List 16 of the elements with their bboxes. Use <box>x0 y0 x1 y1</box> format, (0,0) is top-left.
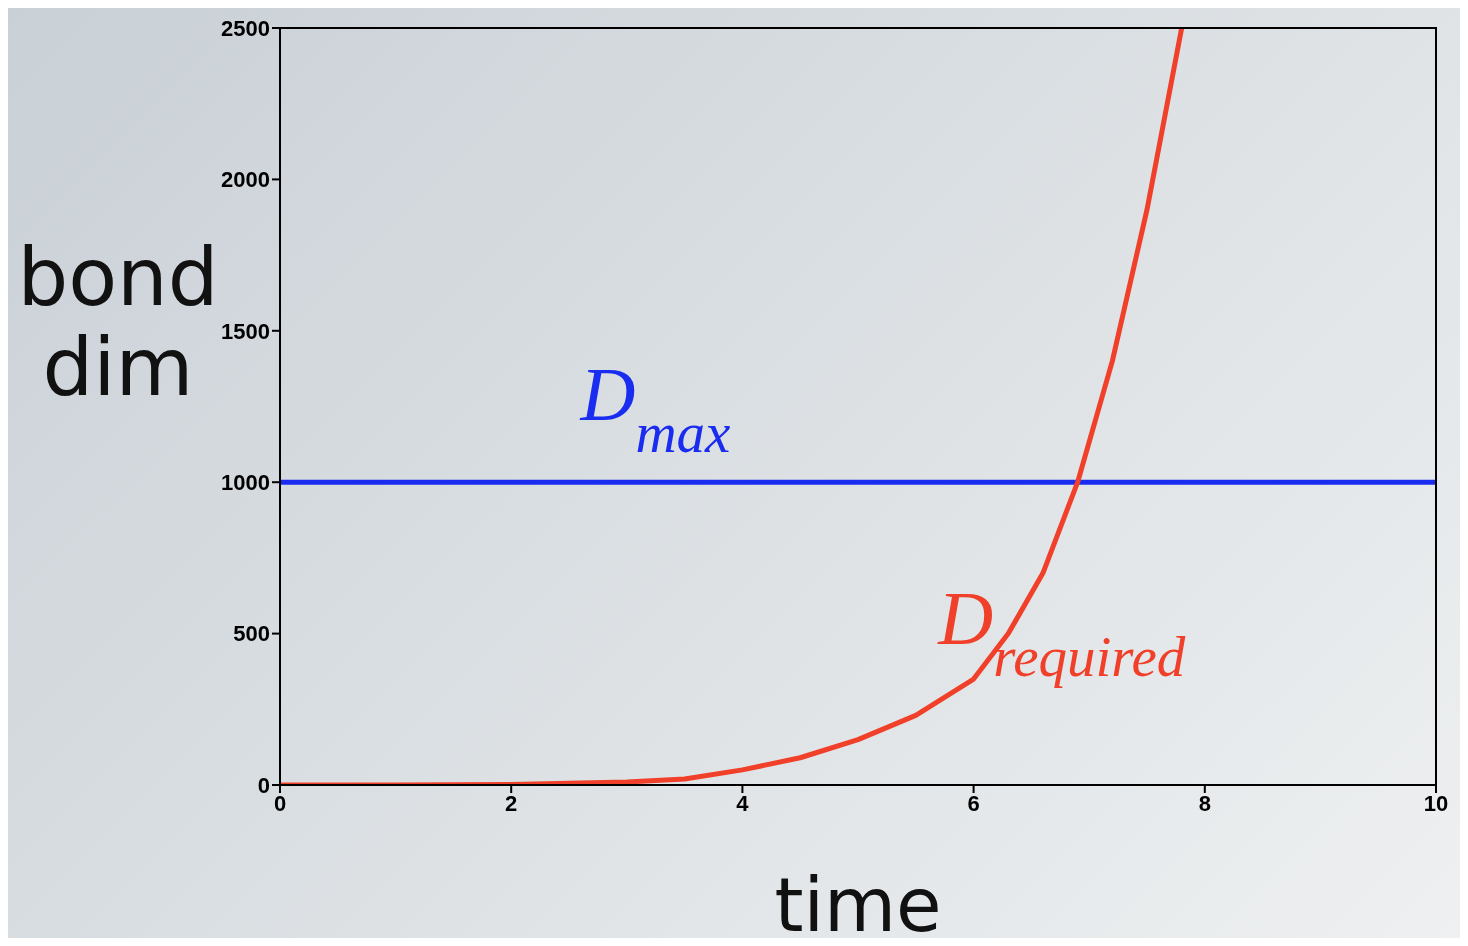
y-tick-label: 0 <box>257 772 270 798</box>
x-tick-label: 2 <box>505 790 518 816</box>
x-tick-label: 6 <box>967 790 980 816</box>
x-tick-label: 8 <box>1198 790 1211 816</box>
x-axis-title: time <box>773 862 943 946</box>
x-tick-label: 10 <box>1423 790 1449 816</box>
series-label: D$_{required}$ <box>937 575 1186 688</box>
y-tick-label: 2000 <box>221 167 270 193</box>
x-tick-label: 0 <box>273 790 287 816</box>
y-tick-label: 500 <box>233 621 270 647</box>
y-tick-label: 1500 <box>221 318 270 344</box>
series-label: D$_{max}$ <box>579 352 731 464</box>
x-tick-label: 4 <box>736 790 750 816</box>
y-axis-title: bond dim <box>17 231 219 414</box>
y-tick-label: 1000 <box>221 470 270 496</box>
y-tick-label: 2500 <box>221 15 270 41</box>
